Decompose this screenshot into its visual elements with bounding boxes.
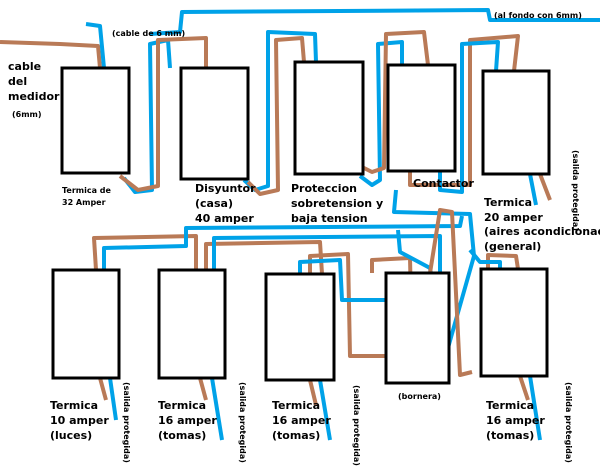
device-label: baja tension <box>291 212 368 225</box>
wire <box>122 38 172 194</box>
device-label: 32 Amper <box>62 198 106 207</box>
device-label: 16 amper <box>272 414 331 427</box>
boxes <box>51 60 551 385</box>
device-label: (general) <box>484 240 541 253</box>
wire <box>85 22 106 69</box>
wire <box>438 40 500 194</box>
wire <box>198 377 208 401</box>
device-box <box>293 60 365 176</box>
note: del <box>8 75 27 88</box>
output-label: (salida protegida) <box>238 382 247 463</box>
wire <box>108 377 118 421</box>
wire <box>359 30 430 174</box>
device-label: 16 amper <box>486 414 545 427</box>
wire <box>538 173 552 201</box>
device-label: Proteccion <box>291 182 357 195</box>
wire <box>528 375 542 441</box>
wire <box>428 208 473 377</box>
wire <box>318 379 332 441</box>
wire <box>0 40 102 69</box>
device-box <box>264 272 336 382</box>
device-box <box>157 268 227 380</box>
device-label: 40 amper <box>195 212 254 225</box>
device-label: (tomas) <box>158 429 206 442</box>
device-label: 16 amper <box>158 414 217 427</box>
device-label: (tomas) <box>486 429 534 442</box>
device-label: (casa) <box>195 197 233 210</box>
note: (al fondo con 6mm) <box>494 11 582 20</box>
wire <box>358 40 404 187</box>
output-label: (salida protegida) <box>122 382 131 463</box>
note: (cable de 6 mm) <box>112 29 185 38</box>
device-label: (bornera) <box>398 392 441 401</box>
device-box <box>51 268 121 380</box>
note: (6mm) <box>12 110 42 119</box>
wire <box>528 173 538 206</box>
device-box <box>384 271 451 385</box>
device-label: (tomas) <box>272 429 320 442</box>
wire <box>102 215 464 270</box>
wire <box>118 36 208 192</box>
device-label: Disyuntor <box>195 182 256 195</box>
device-label: (luces) <box>50 429 92 442</box>
device-label: Termica de <box>62 186 111 195</box>
device-label: Termica <box>272 399 320 412</box>
wire <box>518 375 530 401</box>
wire <box>210 377 224 441</box>
wire <box>246 36 306 196</box>
device-label: 10 amper <box>50 414 109 427</box>
device-box <box>179 66 250 181</box>
wire <box>204 240 324 275</box>
wire <box>408 34 520 187</box>
output-label: (salida protegida) <box>352 385 361 466</box>
wire <box>468 248 502 269</box>
device-box <box>60 66 131 175</box>
device-label: (aires acondicionados) <box>484 225 600 238</box>
device-label: Termica <box>50 399 98 412</box>
labels: cable del medidor (6mm) (cable de 6 mm) … <box>8 11 600 466</box>
device-box <box>481 69 551 176</box>
device-label: Termica <box>486 399 534 412</box>
wire <box>298 258 388 302</box>
device-label: Termica <box>484 196 532 209</box>
wire <box>392 189 476 363</box>
device-label: 20 amper <box>484 211 543 224</box>
wire <box>149 8 600 36</box>
wire <box>308 379 318 406</box>
note: cable <box>8 60 41 73</box>
wire <box>98 377 108 401</box>
device-label: sobretension y <box>291 197 383 210</box>
device-label: Termica <box>158 399 206 412</box>
note: medidor <box>8 90 60 103</box>
device-box <box>479 267 549 378</box>
wire <box>92 234 198 271</box>
device-label: Contactor <box>413 177 474 190</box>
device-box <box>386 63 457 173</box>
output-label: (salida protegida) <box>571 150 580 231</box>
output-label: (salida protegida) <box>564 382 573 463</box>
